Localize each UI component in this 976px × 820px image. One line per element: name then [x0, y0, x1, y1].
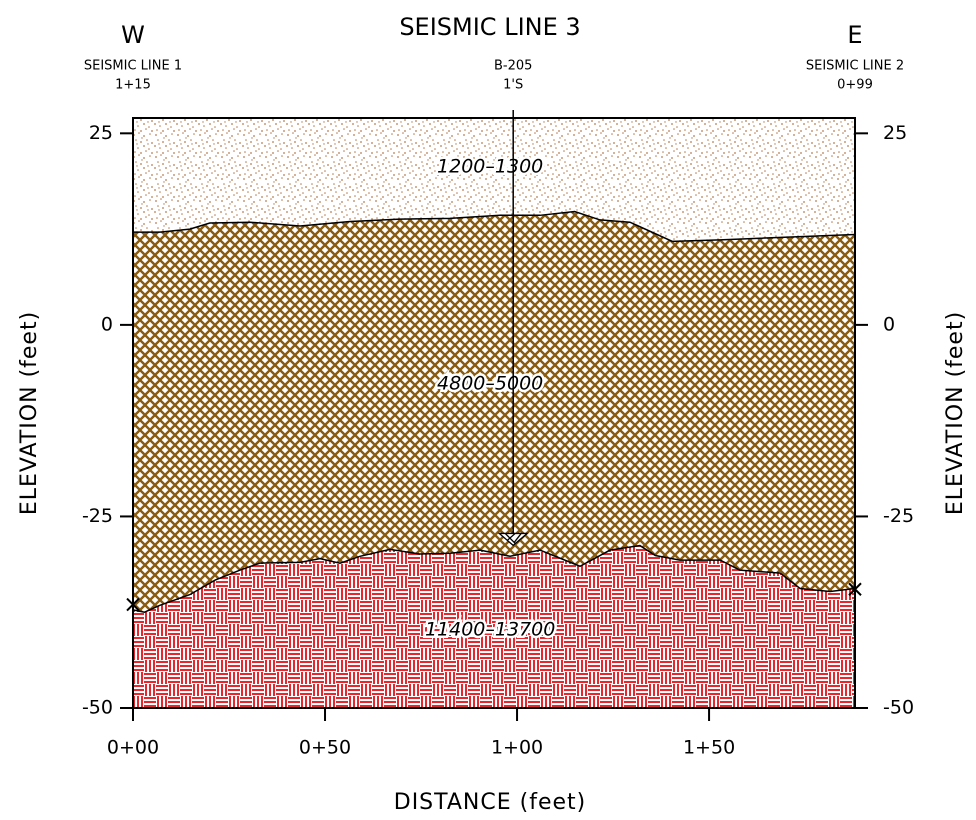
- x-axis-label: DISTANCE (feet): [394, 790, 587, 815]
- x-tick-label: 0+00: [107, 737, 159, 759]
- y-axis-label: ELEVATION (feet): [17, 311, 42, 515]
- layer-label: 1200–1300: [437, 155, 543, 177]
- y2-tick-label: -50: [883, 697, 914, 719]
- y-tick-label: -25: [82, 505, 113, 527]
- y2-axis-label: ELEVATION (feet): [943, 311, 968, 515]
- layer-boundary: [132, 544, 856, 614]
- intersect-station: 0+99: [837, 78, 873, 93]
- borehole-bottom: [497, 532, 529, 547]
- direction-label: W: [121, 21, 145, 49]
- intersect-line: SEISMIC LINE 1: [84, 59, 182, 74]
- chart-title: SEISMIC LINE 3: [399, 13, 580, 41]
- intersect-line: SEISMIC LINE 2: [806, 59, 904, 74]
- layer-fill: [133, 118, 855, 242]
- borehole-label: B-205: [494, 59, 532, 74]
- layer-fill: [133, 545, 855, 708]
- intersect-station: 1+15: [115, 78, 151, 93]
- y-tick-label: -50: [82, 697, 113, 719]
- plot-frame: [132, 117, 856, 709]
- x-tick-label: 0+50: [299, 737, 351, 759]
- end-marker: [848, 582, 862, 596]
- y2-tick-label: 25: [883, 122, 907, 144]
- y2-tick-label: 0: [883, 313, 895, 335]
- y2-tick-label: -25: [883, 505, 914, 527]
- x-tick-label: 1+50: [683, 737, 735, 759]
- borehole-sublabel: 1'S: [503, 78, 523, 93]
- layer-boundary: [133, 210, 856, 243]
- layer-label: 11400–13700: [425, 619, 555, 641]
- end-marker: [126, 597, 140, 612]
- y-tick-label: 25: [89, 122, 113, 144]
- y-tick-label: 0: [101, 313, 113, 335]
- layer-fill: [133, 211, 855, 613]
- x-tick-label: 1+00: [491, 737, 543, 759]
- layer-label: 4800–5000: [437, 373, 543, 395]
- direction-label: E: [847, 21, 862, 49]
